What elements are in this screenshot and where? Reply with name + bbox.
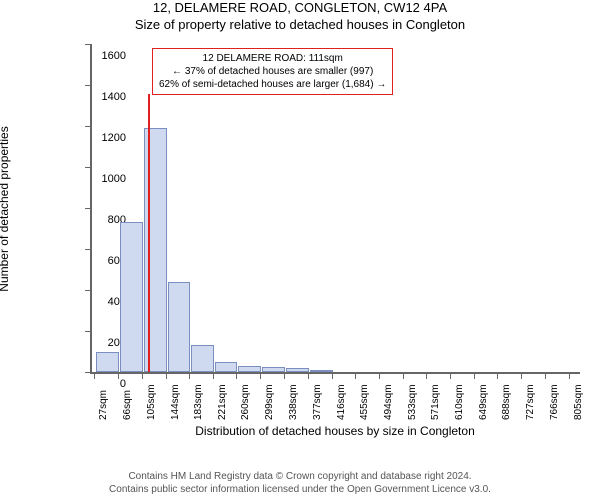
x-tick-label: 105sqm	[146, 384, 157, 420]
x-tick-label: 338sqm	[288, 384, 299, 420]
histogram-bar	[262, 367, 285, 372]
x-tick-mark	[403, 374, 404, 379]
x-tick-label: 533sqm	[407, 384, 418, 420]
x-tick-mark	[213, 374, 214, 379]
x-tick-label: 727sqm	[525, 384, 536, 420]
x-axis-label: Distribution of detached houses by size …	[90, 424, 580, 434]
histogram-bar	[120, 222, 143, 372]
x-tick-mark	[379, 374, 380, 379]
page-subtitle: Size of property relative to detached ho…	[0, 17, 600, 32]
x-tick-mark	[497, 374, 498, 379]
callout-line-3: 62% of semi-detached houses are larger (…	[159, 78, 386, 91]
x-tick-label: 805sqm	[573, 384, 584, 420]
x-tick-label: 299sqm	[264, 384, 275, 420]
histogram-bar	[168, 282, 191, 372]
histogram-bar	[286, 368, 309, 372]
histogram-bar	[310, 370, 333, 372]
callout-line-1: 12 DELAMERE ROAD: 111sqm	[159, 52, 386, 65]
x-tick-mark	[332, 374, 333, 379]
x-tick-mark	[166, 374, 167, 379]
y-tick-label: 0	[120, 378, 126, 390]
x-tick-mark	[94, 374, 95, 379]
x-tick-mark	[355, 374, 356, 379]
x-tick-label: 183sqm	[193, 384, 204, 420]
callout-line-2: ← 37% of detached houses are smaller (99…	[159, 65, 386, 78]
callout-box: 12 DELAMERE ROAD: 111sqm ← 37% of detach…	[152, 48, 393, 95]
histogram-chart: Number of detached properties 0200400600…	[50, 44, 580, 414]
x-tick-mark	[521, 374, 522, 379]
x-tick-mark	[450, 374, 451, 379]
page-title: 12, DELAMERE ROAD, CONGLETON, CW12 4PA	[0, 0, 600, 15]
x-tick-mark	[236, 374, 237, 379]
x-tick-mark	[474, 374, 475, 379]
x-tick-label: 144sqm	[170, 384, 181, 420]
x-tick-label: 766sqm	[549, 384, 560, 420]
x-tick-label: 455sqm	[359, 384, 370, 420]
x-tick-label: 571sqm	[430, 384, 441, 420]
x-tick-mark	[426, 374, 427, 379]
x-tick-label: 66sqm	[122, 390, 133, 420]
x-tick-label: 688sqm	[501, 384, 512, 420]
x-tick-label: 416sqm	[336, 384, 347, 420]
x-tick-label: 610sqm	[454, 384, 465, 420]
x-tick-mark	[142, 374, 143, 379]
histogram-bar	[191, 345, 214, 372]
plot-area: 12 DELAMERE ROAD: 111sqm ← 37% of detach…	[90, 44, 580, 374]
x-tick-mark	[118, 374, 119, 379]
property-marker-line	[148, 94, 150, 372]
x-tick-label: 494sqm	[383, 384, 394, 420]
x-tick-mark	[308, 374, 309, 379]
x-tick-mark	[189, 374, 190, 379]
x-tick-label: 221sqm	[217, 384, 228, 420]
x-tick-mark	[569, 374, 570, 379]
x-tick-mark	[545, 374, 546, 379]
x-tick-label: 27sqm	[98, 390, 109, 420]
footer-line-1: Contains HM Land Registry data © Crown c…	[0, 470, 600, 483]
x-tick-label: 377sqm	[312, 384, 323, 420]
histogram-bar	[215, 362, 238, 372]
x-tick-mark	[260, 374, 261, 379]
histogram-bar	[238, 366, 261, 372]
x-tick-label: 649sqm	[478, 384, 489, 420]
y-axis-label: Number of detached properties	[0, 126, 11, 291]
footer-attribution: Contains HM Land Registry data © Crown c…	[0, 470, 600, 496]
x-tick-mark	[284, 374, 285, 379]
footer-line-2: Contains public sector information licen…	[0, 483, 600, 496]
histogram-bar	[96, 352, 119, 373]
x-tick-label: 260sqm	[240, 384, 251, 420]
